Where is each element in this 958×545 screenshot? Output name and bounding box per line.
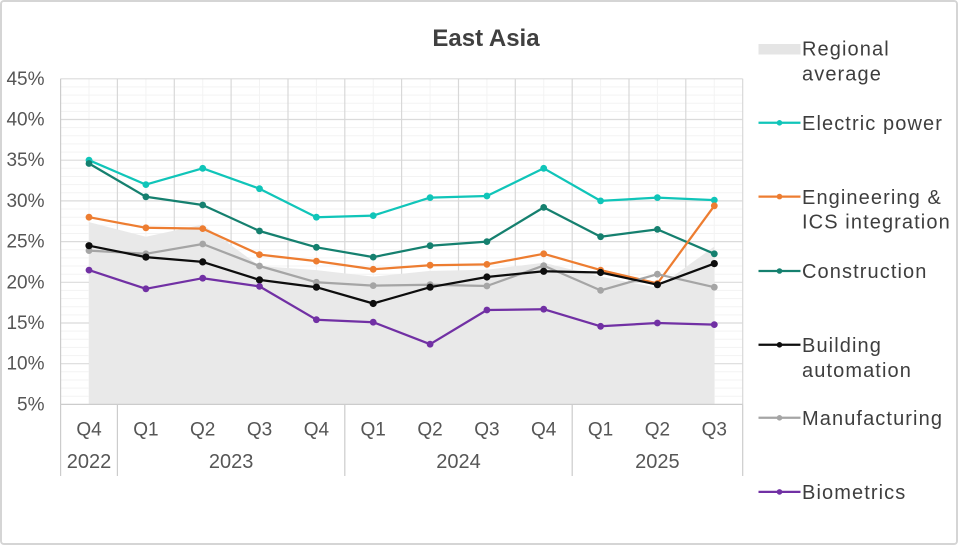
svg-text:Q1: Q1 (588, 420, 613, 441)
svg-text:Engineering &: Engineering & (802, 187, 942, 209)
svg-text:average: average (802, 64, 882, 86)
svg-text:25%: 25% (6, 232, 44, 253)
svg-text:Q4: Q4 (76, 420, 102, 441)
svg-text:Q3: Q3 (474, 420, 499, 441)
svg-text:Q4: Q4 (304, 420, 330, 441)
svg-text:Q2: Q2 (190, 420, 215, 441)
svg-text:20%: 20% (6, 272, 44, 293)
svg-text:Q4: Q4 (531, 420, 557, 441)
svg-text:Manufacturing: Manufacturing (802, 408, 943, 430)
svg-text:30%: 30% (6, 191, 44, 212)
svg-text:2022: 2022 (67, 451, 112, 473)
svg-text:2024: 2024 (436, 451, 481, 473)
svg-text:Biometrics: Biometrics (802, 482, 906, 504)
svg-text:Q3: Q3 (247, 420, 272, 441)
svg-text:2025: 2025 (635, 451, 680, 473)
svg-text:35%: 35% (6, 150, 44, 171)
svg-text:15%: 15% (6, 313, 44, 334)
svg-text:45%: 45% (6, 69, 44, 90)
svg-text:Regional: Regional (802, 39, 890, 61)
svg-text:East Asia: East Asia (432, 25, 540, 52)
svg-text:2023: 2023 (209, 451, 254, 473)
svg-text:Q1: Q1 (133, 420, 158, 441)
svg-text:ICS integration: ICS integration (802, 212, 951, 234)
svg-text:Q3: Q3 (702, 420, 727, 441)
svg-text:Building: Building (802, 335, 882, 357)
svg-text:Electric power: Electric power (802, 113, 943, 135)
svg-text:Q1: Q1 (361, 420, 386, 441)
svg-text:Q2: Q2 (645, 420, 670, 441)
svg-text:40%: 40% (6, 110, 44, 131)
svg-text:automation: automation (802, 360, 912, 382)
svg-text:5%: 5% (17, 394, 45, 415)
svg-text:Construction: Construction (802, 261, 927, 283)
svg-text:10%: 10% (6, 354, 44, 375)
svg-text:Q2: Q2 (417, 420, 442, 441)
